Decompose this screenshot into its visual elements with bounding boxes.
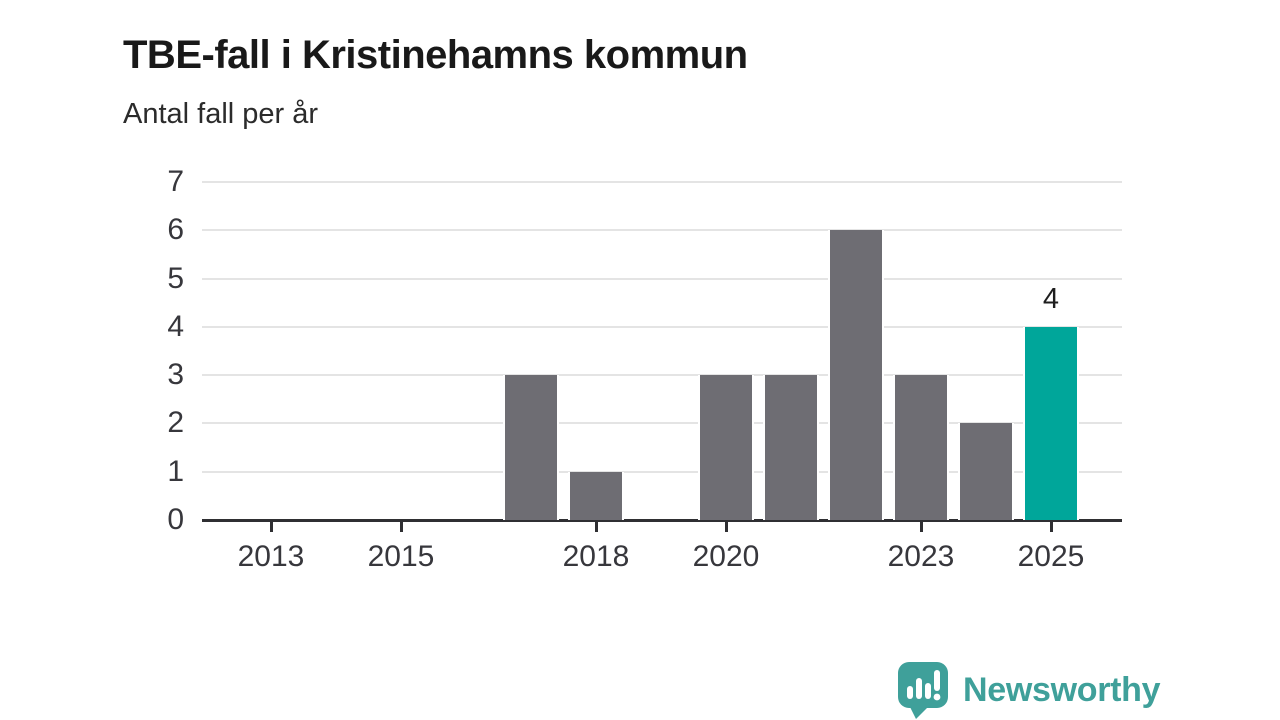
chart-subtitle: Antal fall per år — [123, 98, 319, 130]
gridline-7 — [202, 181, 1122, 183]
bar-chart-plot-area: 0 1 2 3 4 5 6 7 2013 2015 2018 2020 2023 2025 4 — [167, 166, 1122, 573]
brand-footer: Newsworthy — [897, 660, 1161, 720]
bar-2021[interactable] — [763, 375, 819, 520]
bar-2024[interactable] — [958, 423, 1014, 520]
y-axis-tick-label: 3 — [167, 358, 184, 392]
chart-title: TBE-fall i Kristinehamns kommun — [123, 32, 748, 77]
x-axis-tick-2025 — [1049, 521, 1053, 532]
bar-2017[interactable] — [503, 375, 559, 520]
bar-2023[interactable] — [893, 375, 949, 520]
x-axis-tick-label: 2015 — [367, 540, 435, 573]
gridline-6 — [202, 229, 1122, 232]
x-axis-tick-2013 — [269, 521, 273, 532]
x-axis-tick-label: 2013 — [237, 540, 305, 573]
x-axis-tick-2023 — [919, 521, 923, 532]
gridline-1 — [202, 470, 1122, 473]
y-axis-tick-label: 4 — [167, 309, 184, 343]
y-axis-tick-label: 1 — [167, 454, 184, 488]
gridline-5 — [202, 277, 1122, 280]
x-axis-tick-2020 — [724, 521, 728, 532]
y-axis-tick-label: 2 — [167, 406, 184, 440]
bar-2018[interactable] — [568, 471, 624, 520]
bar-2020[interactable] — [698, 375, 754, 520]
x-axis-tick-label: 2023 — [887, 540, 955, 573]
bar-2025[interactable] — [1023, 326, 1079, 520]
bar-value-label: 4 — [1042, 282, 1060, 315]
x-axis-tick-2018 — [594, 521, 598, 532]
y-axis-tick-label: 6 — [167, 213, 184, 247]
x-axis-tick-2015 — [399, 521, 403, 532]
x-axis-tick-label: 2025 — [1017, 540, 1085, 573]
y-axis-tick-label: 7 — [167, 165, 184, 198]
x-axis-tick-label: 2018 — [562, 540, 630, 573]
y-axis-tick-label: 5 — [167, 261, 184, 295]
bar-2022[interactable] — [828, 230, 884, 520]
gridline-2 — [202, 422, 1122, 425]
x-axis-line — [202, 519, 1122, 522]
x-axis-tick-label: 2020 — [692, 540, 760, 573]
newsworthy-logo-icon — [898, 662, 948, 719]
y-axis-tick-label: 0 — [167, 503, 184, 536]
gridline-4 — [202, 325, 1122, 328]
brand-name: Newsworthy — [963, 670, 1161, 709]
gridline-3 — [202, 374, 1122, 377]
